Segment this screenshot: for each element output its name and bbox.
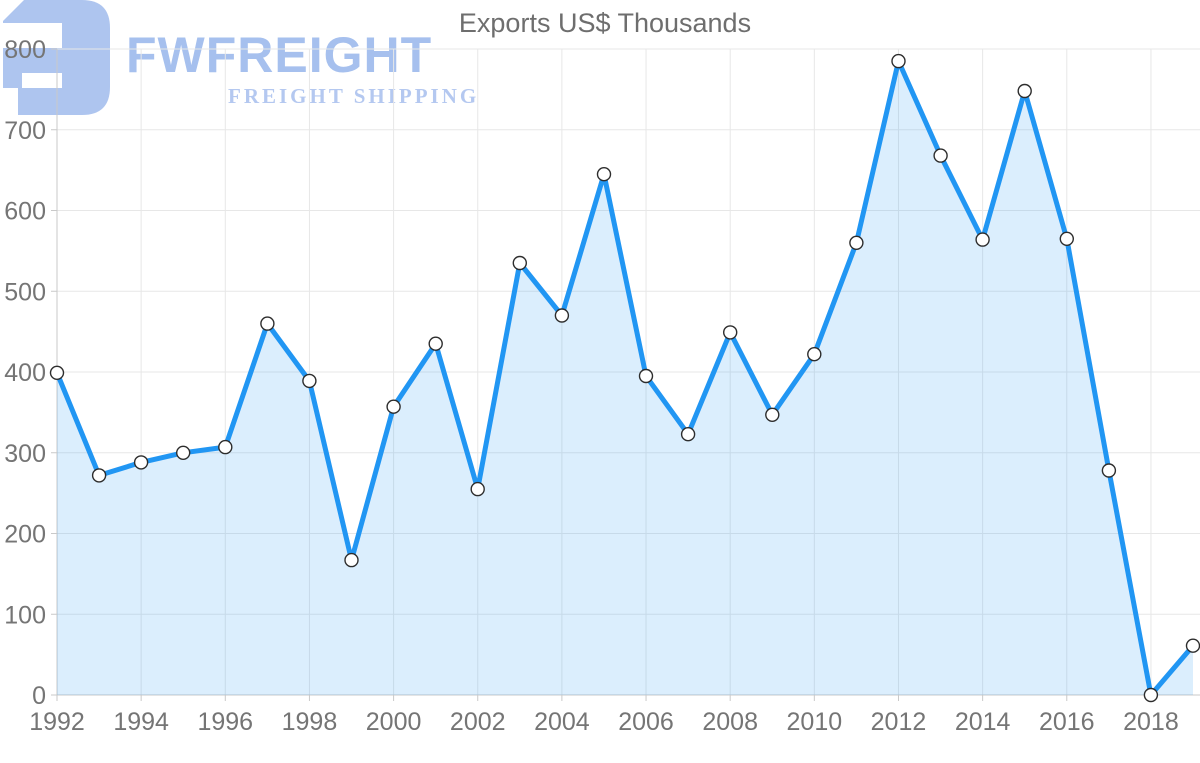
y-axis-label-800: 800 xyxy=(4,36,46,64)
x-axis-label-2012: 2012 xyxy=(871,708,927,736)
y-axis-label-300: 300 xyxy=(4,440,46,468)
data-point-2019[interactable] xyxy=(1185,638,1200,653)
data-point-2013[interactable] xyxy=(933,148,948,163)
data-point-2001[interactable] xyxy=(428,336,443,351)
data-point-2010[interactable] xyxy=(807,347,822,362)
x-axis-label-2002: 2002 xyxy=(450,708,506,736)
series-line xyxy=(54,58,1196,698)
fwfreight-logo-icon xyxy=(3,0,110,115)
data-point-2015[interactable] xyxy=(1017,83,1032,99)
y-axis-label-400: 400 xyxy=(4,359,46,387)
series-area-fill xyxy=(57,61,1193,696)
y-axis-label-200: 200 xyxy=(4,521,46,549)
data-point-2000[interactable] xyxy=(386,399,401,414)
data-point-2005[interactable] xyxy=(596,166,612,182)
data-point-2018[interactable] xyxy=(1143,687,1159,703)
data-point-2012[interactable] xyxy=(891,53,906,69)
watermark: FWFREIGHT FREIGHT SHIPPING xyxy=(0,0,520,115)
data-point-2011[interactable] xyxy=(849,235,864,251)
data-point-2002[interactable] xyxy=(470,481,485,497)
x-axis-label-2004: 2004 xyxy=(534,708,590,736)
chart-title: Exports US$ Thousands xyxy=(458,8,752,38)
data-point-1997[interactable] xyxy=(260,316,275,331)
data-point-2017[interactable] xyxy=(1101,463,1117,478)
x-axis-label-1992: 1992 xyxy=(29,708,85,736)
data-point-2006[interactable] xyxy=(638,368,654,384)
data-point-1998[interactable] xyxy=(302,373,317,389)
watermark-brand-text: FWFREIGHT xyxy=(126,27,433,83)
y-axis-label-600: 600 xyxy=(4,198,46,226)
y-axis-label-500: 500 xyxy=(4,278,46,306)
data-point-1996[interactable] xyxy=(218,439,233,455)
data-point-1992[interactable] xyxy=(49,365,65,380)
data-point-2007[interactable] xyxy=(680,427,696,442)
x-axis-label-2016: 2016 xyxy=(1039,708,1095,736)
data-point-2003[interactable] xyxy=(512,255,527,271)
x-axis-label-1996: 1996 xyxy=(197,708,253,736)
watermark-tagline-text: FREIGHT SHIPPING xyxy=(228,84,480,108)
data-point-2004[interactable] xyxy=(554,308,570,323)
x-axis-label-2006: 2006 xyxy=(618,708,674,736)
data-point-2009[interactable] xyxy=(765,407,780,422)
data-point-1993[interactable] xyxy=(91,468,107,483)
x-axis-label-2010: 2010 xyxy=(787,708,843,736)
x-axis-label-2000: 2000 xyxy=(366,708,422,736)
data-point-1994[interactable] xyxy=(133,455,149,470)
data-point-2016[interactable] xyxy=(1059,231,1075,247)
x-axis-label-1994: 1994 xyxy=(113,708,169,736)
x-axis-label-2014: 2014 xyxy=(955,708,1011,736)
data-point-2014[interactable] xyxy=(975,232,990,247)
data-point-2008[interactable] xyxy=(723,325,738,340)
y-axis-label-700: 700 xyxy=(4,117,46,145)
x-axis-label-1998: 1998 xyxy=(282,708,338,736)
data-point-1995[interactable] xyxy=(175,445,191,460)
y-axis-label-0: 0 xyxy=(32,682,46,710)
x-axis-label-2018: 2018 xyxy=(1123,708,1179,736)
data-point-1999[interactable] xyxy=(344,552,359,568)
x-axis-label-2008: 2008 xyxy=(702,708,758,736)
y-axis-label-100: 100 xyxy=(4,601,46,629)
